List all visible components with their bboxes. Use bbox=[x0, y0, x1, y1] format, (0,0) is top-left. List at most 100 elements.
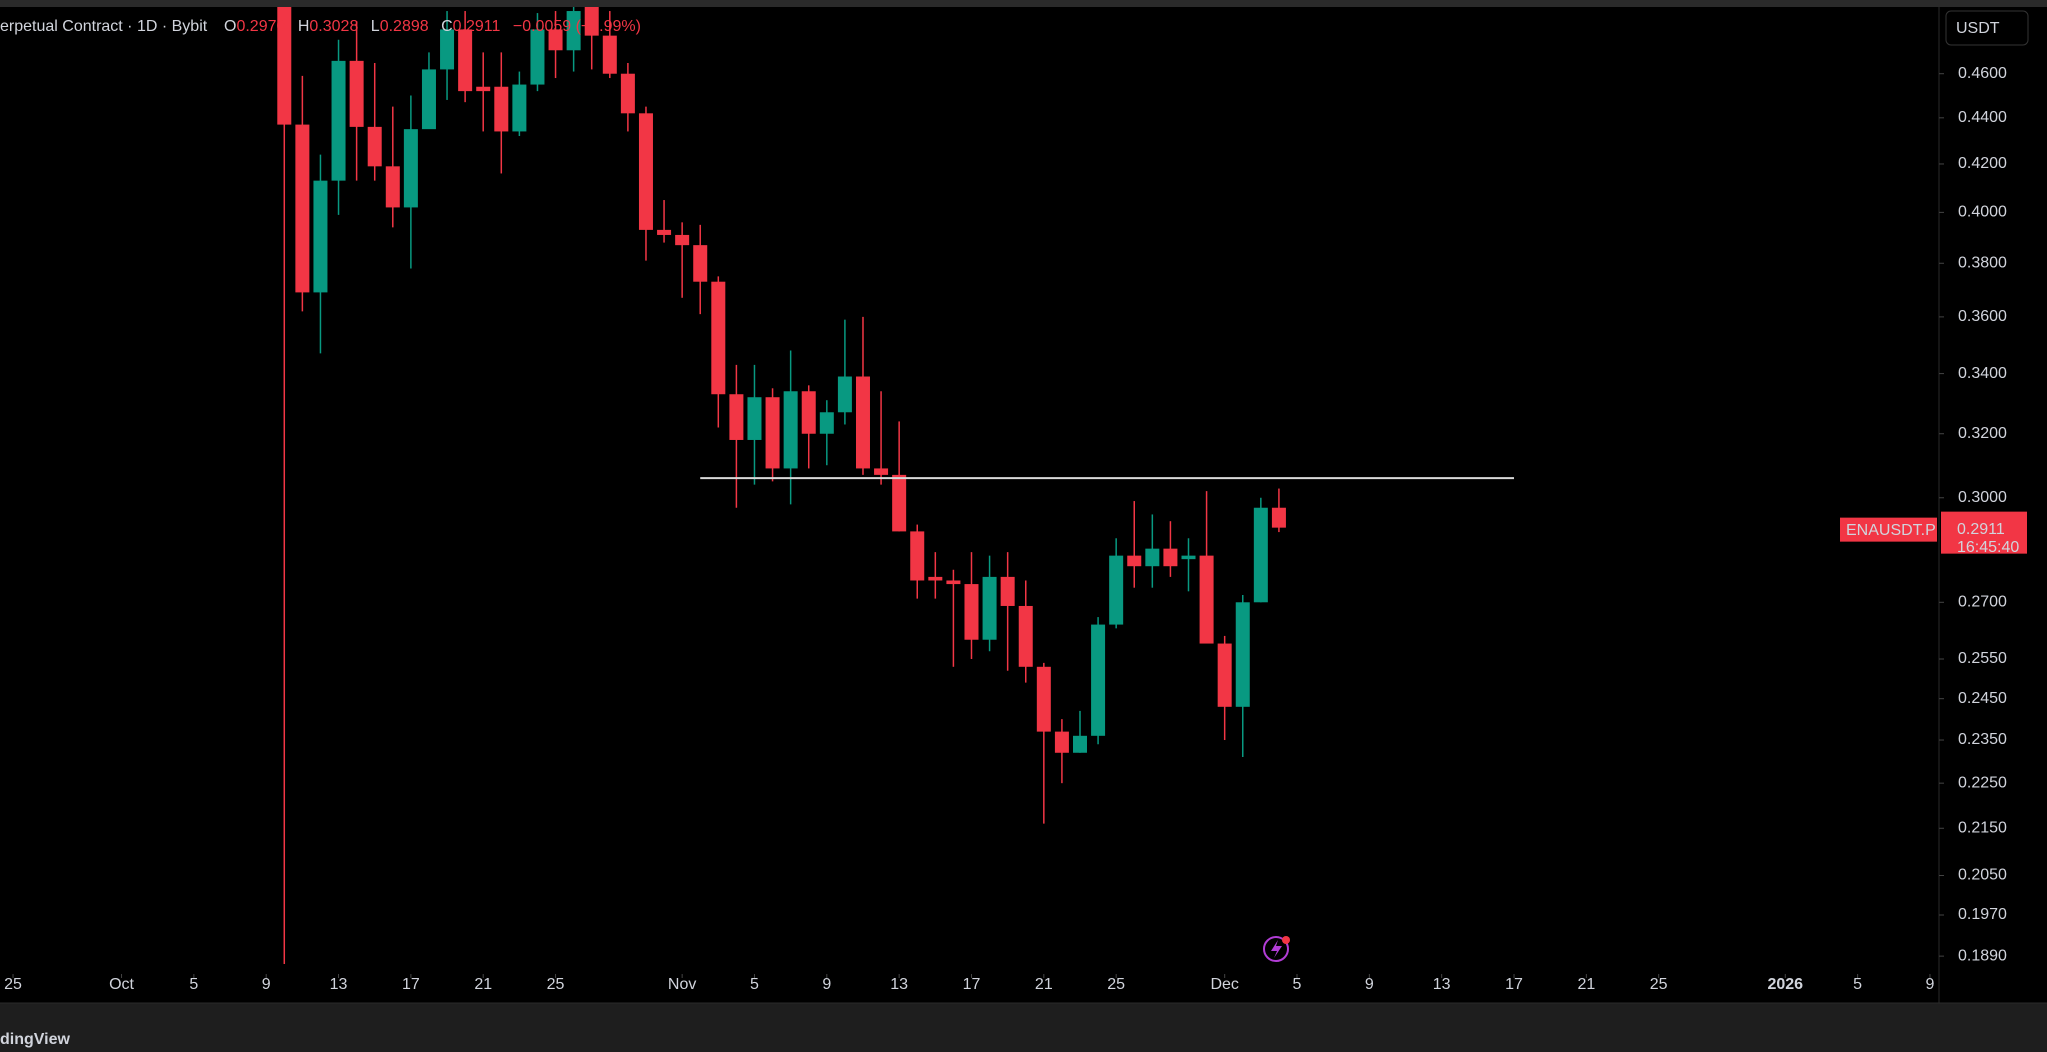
x-tick-label: 9 bbox=[262, 976, 271, 993]
icon-ring[interactable] bbox=[1263, 936, 1289, 962]
candle-body bbox=[1145, 548, 1160, 567]
x-tick-label: 9 bbox=[1365, 976, 1374, 993]
candle-body bbox=[331, 60, 346, 181]
y-tick-label: 0.1970 bbox=[1958, 906, 2007, 923]
legend-symbol: erpetual Contract · 1D · Bybit bbox=[0, 18, 208, 35]
x-tick-label: 9 bbox=[822, 976, 831, 993]
x-tick-label: 5 bbox=[750, 976, 759, 993]
plot-area bbox=[277, 7, 1515, 965]
symbol-tag bbox=[1840, 517, 1937, 542]
candle-body bbox=[548, 29, 563, 51]
legend-ohlc: O0.2970 H0.3028 L0.2898 C0.2911 −0.0059 … bbox=[224, 18, 641, 35]
x-tick-label: 21 bbox=[1577, 976, 1595, 993]
close-label: C bbox=[441, 18, 453, 35]
y-tick-label: 0.2550 bbox=[1958, 650, 2007, 667]
candle-body bbox=[277, 7, 292, 125]
candle-body bbox=[874, 468, 889, 475]
x-tick-label: 13 bbox=[330, 976, 348, 993]
candle-body bbox=[530, 29, 545, 85]
x-tick-label: 9 bbox=[1926, 976, 1935, 993]
x-tick-label: 17 bbox=[1505, 976, 1523, 993]
x-tick-label: Nov bbox=[668, 976, 696, 993]
candle-body bbox=[928, 576, 943, 581]
candle-body bbox=[711, 281, 726, 395]
candle-body bbox=[403, 129, 418, 208]
candle-body bbox=[566, 11, 581, 51]
x-tick-label: 5 bbox=[1293, 976, 1302, 993]
y-tick-label: 0.1890 bbox=[1958, 947, 2007, 964]
candle-body bbox=[1271, 507, 1286, 528]
currency-button[interactable] bbox=[1945, 10, 2029, 46]
candle-body bbox=[1000, 576, 1015, 606]
x-tick-label: 17 bbox=[402, 976, 420, 993]
icon-dot[interactable] bbox=[1282, 936, 1290, 944]
x-tick-label: 13 bbox=[1433, 976, 1451, 993]
candle-body bbox=[729, 394, 744, 440]
candle-body bbox=[1235, 602, 1250, 707]
y-tick-label: 0.4200 bbox=[1958, 155, 2007, 172]
candle-body bbox=[421, 69, 436, 130]
candle-body bbox=[1253, 507, 1268, 603]
price-tag-value: 0.2911 bbox=[1957, 521, 2005, 538]
candle-body bbox=[657, 229, 672, 235]
y-tick-label: 0.2350 bbox=[1958, 731, 2007, 748]
candle-body bbox=[892, 474, 907, 532]
x-tick-label: 5 bbox=[1853, 976, 1862, 993]
y-tick-label: 0.2450 bbox=[1958, 690, 2007, 707]
candle-body bbox=[1199, 555, 1214, 644]
y-tick-label: 0.2050 bbox=[1958, 867, 2007, 884]
y-tick-label: 0.2250 bbox=[1958, 774, 2007, 791]
currency-label[interactable]: USDT bbox=[1956, 20, 2000, 37]
candle-body bbox=[783, 391, 798, 469]
candle-body bbox=[385, 166, 400, 208]
candle-body bbox=[1072, 735, 1087, 753]
candle-body bbox=[367, 126, 382, 167]
lightning-icon[interactable] bbox=[1263, 936, 1290, 962]
candle-body bbox=[602, 35, 617, 74]
x-tick-label: 25 bbox=[547, 976, 565, 993]
candle-body bbox=[1217, 643, 1232, 707]
candle-body bbox=[512, 84, 527, 132]
candle-body bbox=[620, 73, 635, 114]
y-tick-label: 0.3400 bbox=[1958, 365, 2007, 382]
low-label: L bbox=[371, 18, 380, 35]
x-tick-label: 25 bbox=[1107, 976, 1125, 993]
candle-body bbox=[693, 245, 708, 282]
y-tick-label: 0.4000 bbox=[1958, 204, 2007, 221]
x-tick-label: 13 bbox=[890, 976, 908, 993]
open-value: 0.2970 bbox=[236, 18, 285, 35]
candle-body bbox=[1181, 555, 1196, 560]
candle-body bbox=[1163, 548, 1178, 567]
y-tick-label: 0.4600 bbox=[1958, 65, 2007, 82]
candle-body bbox=[1036, 666, 1051, 732]
y-tick-label: 0.3800 bbox=[1958, 254, 2007, 271]
symbol-tag-label: ENAUSDT.P bbox=[1846, 522, 1936, 539]
candle-body bbox=[295, 124, 310, 293]
candle-body bbox=[440, 29, 455, 70]
candle-body bbox=[1018, 605, 1033, 667]
close-value: 0.2911 bbox=[453, 18, 501, 35]
x-tick-label: 21 bbox=[1035, 976, 1053, 993]
candle-body bbox=[946, 580, 961, 585]
candle-body bbox=[1109, 555, 1124, 625]
candle-body bbox=[982, 576, 997, 640]
candle-body bbox=[801, 391, 816, 434]
candle-body bbox=[584, 7, 599, 36]
candle-body bbox=[964, 584, 979, 640]
icon-bolt[interactable] bbox=[1271, 940, 1282, 958]
candle-body bbox=[819, 412, 834, 434]
x-tick-label: 21 bbox=[474, 976, 492, 993]
price-tag-countdown: 16:45:40 bbox=[1957, 539, 2019, 556]
change-value: −0.0059 (−1.99%) bbox=[513, 18, 641, 35]
y-tick-label: 0.3000 bbox=[1958, 489, 2007, 506]
candle-body bbox=[855, 376, 870, 469]
x-tick-label: 5 bbox=[189, 976, 198, 993]
candle-body bbox=[494, 86, 509, 132]
candle-body bbox=[1091, 624, 1106, 736]
x-tick-label: 25 bbox=[1650, 976, 1668, 993]
candle-body bbox=[837, 376, 852, 413]
price-tag bbox=[1941, 511, 2027, 554]
candle-body bbox=[313, 180, 328, 293]
